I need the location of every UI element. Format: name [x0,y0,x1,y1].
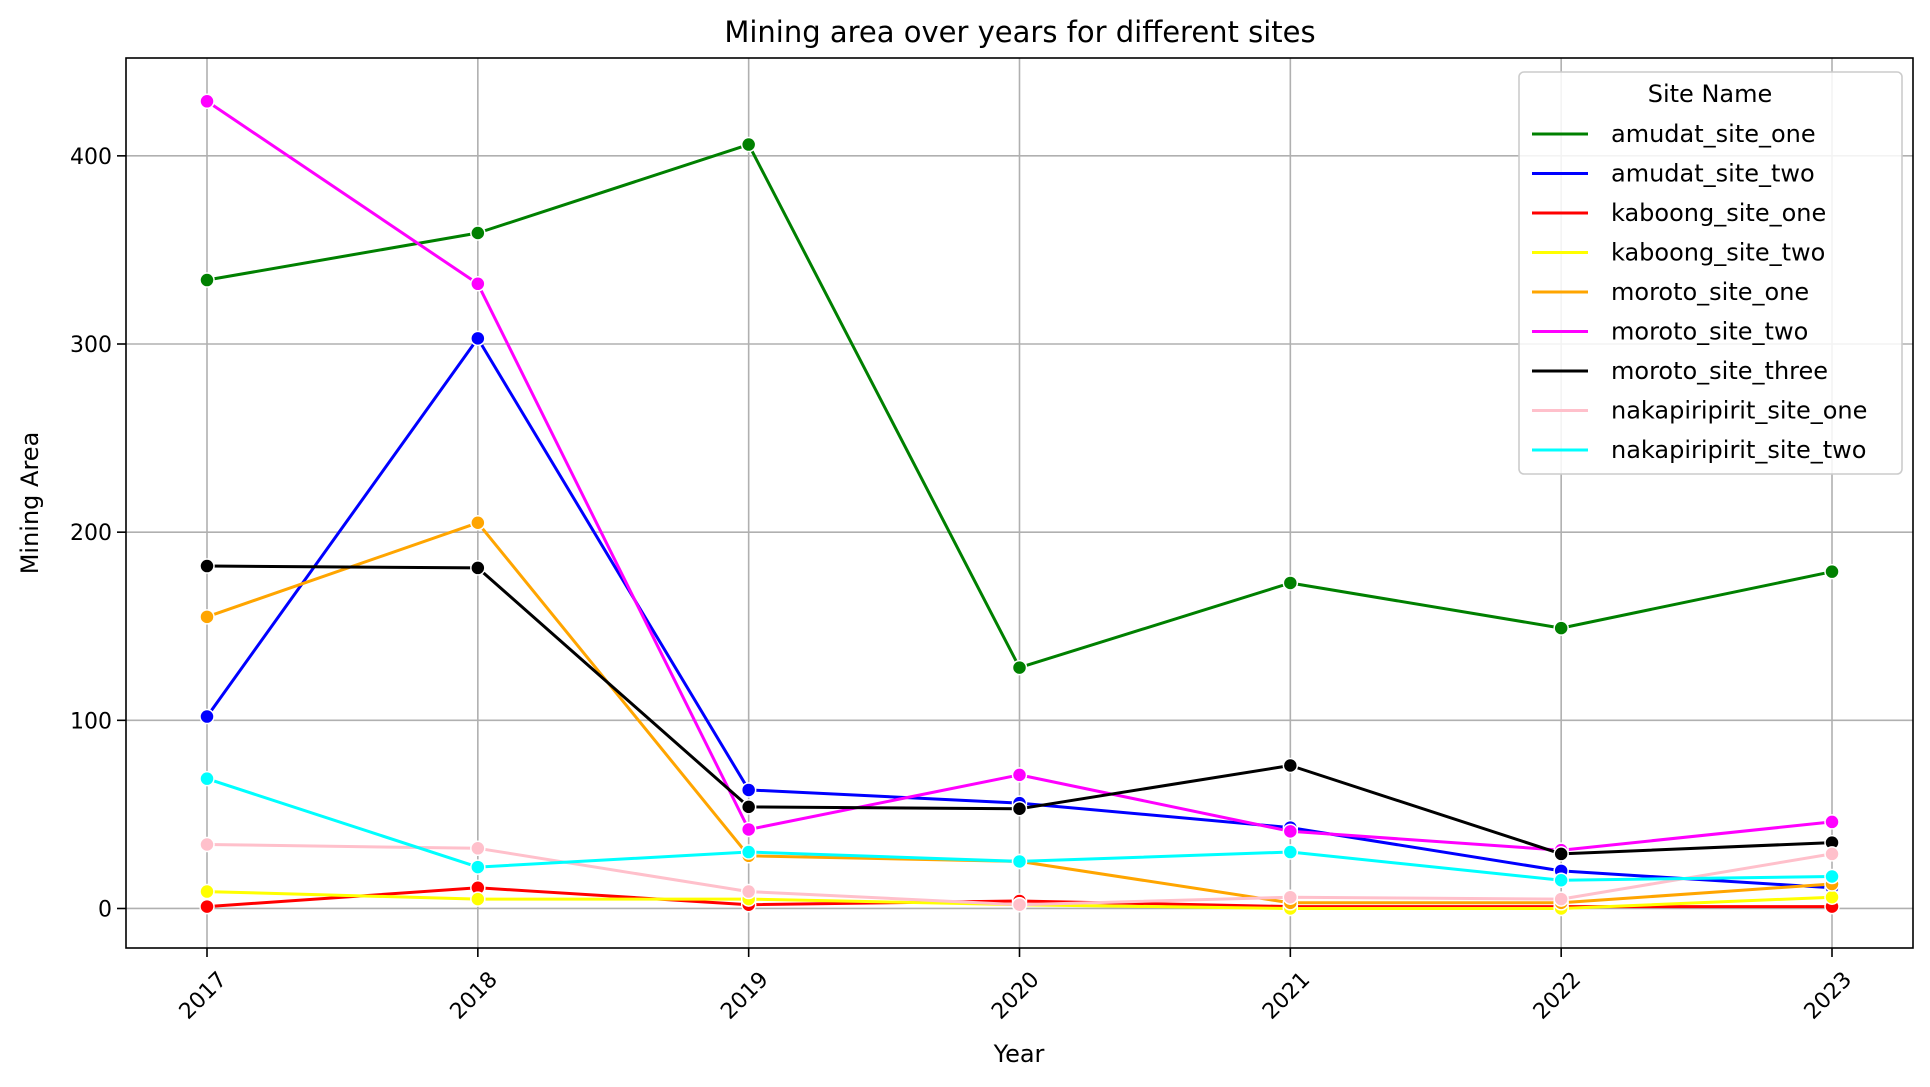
x-tick-label: 2019 [716,967,773,1024]
y-axis-label: Mining Area [16,432,44,575]
y-tick-label: 100 [70,709,112,734]
data-point [470,515,486,531]
data-point [1011,896,1028,913]
data-point [1282,823,1299,840]
data-point [740,883,757,900]
x-tick-label: 2022 [1529,967,1586,1024]
data-point [1824,563,1840,580]
legend-item: moroto_site_three [1532,357,1828,385]
legend-label: kaboong_site_one [1611,199,1826,227]
x-axis: 2017 2018 2019 2020 2021 2022 2023 [175,948,1857,1025]
legend-item: amudat_site_one [1532,120,1816,148]
data-point [1011,767,1028,783]
data-point [1011,801,1028,817]
data-point [470,840,486,857]
legend-item: moroto_site_two [1532,318,1808,346]
data-point [1282,844,1299,860]
data-point [1282,889,1299,905]
data-point [199,609,215,625]
legend-item: kaboong_site_two [1532,239,1825,267]
data-point [199,558,215,574]
data-point [1553,872,1569,889]
x-tick-label: 2020 [987,967,1044,1024]
data-point [470,891,486,907]
data-point [1282,575,1299,591]
data-point [1282,757,1299,774]
data-point [1553,620,1569,636]
data-point [199,708,215,725]
data-point [199,836,215,853]
legend-label: amudat_site_two [1611,160,1815,188]
series-layer [199,93,1840,917]
series-nakapiripirit_site_one [199,836,1840,913]
data-point [1553,846,1569,862]
data-point [199,883,215,900]
series-amudat_site_one [199,136,1840,676]
data-point [1553,891,1569,907]
data-point [1011,853,1028,870]
data-point [1011,659,1028,676]
data-point [740,782,757,798]
y-tick-label: 200 [70,521,112,546]
data-point [1824,814,1840,830]
data-point [1824,889,1840,905]
legend-item: amudat_site_two [1532,160,1815,188]
data-point [199,898,215,915]
series-moroto_site_three [199,558,1840,862]
chart-title: Mining area over years for different sit… [724,15,1315,49]
legend-item: kaboong_site_one [1532,199,1826,227]
y-tick-label: 0 [98,897,112,922]
data-point [740,799,757,815]
data-point [470,560,486,576]
legend-label: kaboong_site_two [1611,239,1825,267]
y-tick-label: 400 [70,145,112,170]
legend-label: nakapiripirit_site_two [1611,436,1866,464]
legend-box [1518,71,1903,475]
legend-title: Site Name [1648,80,1773,108]
data-point [1824,846,1840,862]
x-tick-label: 2021 [1258,967,1315,1024]
legend-label: moroto_site_one [1611,278,1809,306]
legend-item: nakapiripirit_site_two [1532,436,1866,464]
data-point [199,93,215,110]
y-tick-label: 300 [70,333,112,358]
data-point [470,859,486,875]
x-tick-label: 2018 [446,967,503,1024]
legend-label: moroto_site_two [1611,318,1808,346]
legend: Site Name amudat_site_one amudat_site_two… [1518,71,1903,475]
data-point [199,770,215,787]
data-point [740,844,757,860]
legend-item: nakapiripirit_site_one [1532,397,1867,425]
x-tick-label: 2017 [175,967,232,1024]
data-point [470,276,486,292]
series-nakapiripirit_site_two [199,770,1840,889]
x-tick-label: 2023 [1800,967,1857,1024]
y-axis: 0 100 200 300 400 [70,145,126,922]
data-point [199,272,215,288]
data-point [470,330,486,347]
x-axis-label: Year [993,1040,1045,1068]
legend-label: moroto_site_three [1611,357,1828,385]
data-point [1824,868,1840,885]
data-point [740,136,757,153]
legend-item: moroto_site_one [1532,278,1809,306]
data-point [470,225,486,241]
data-point [740,821,757,838]
legend-label: nakapiripirit_site_one [1611,397,1867,425]
legend-label: amudat_site_one [1611,120,1816,148]
